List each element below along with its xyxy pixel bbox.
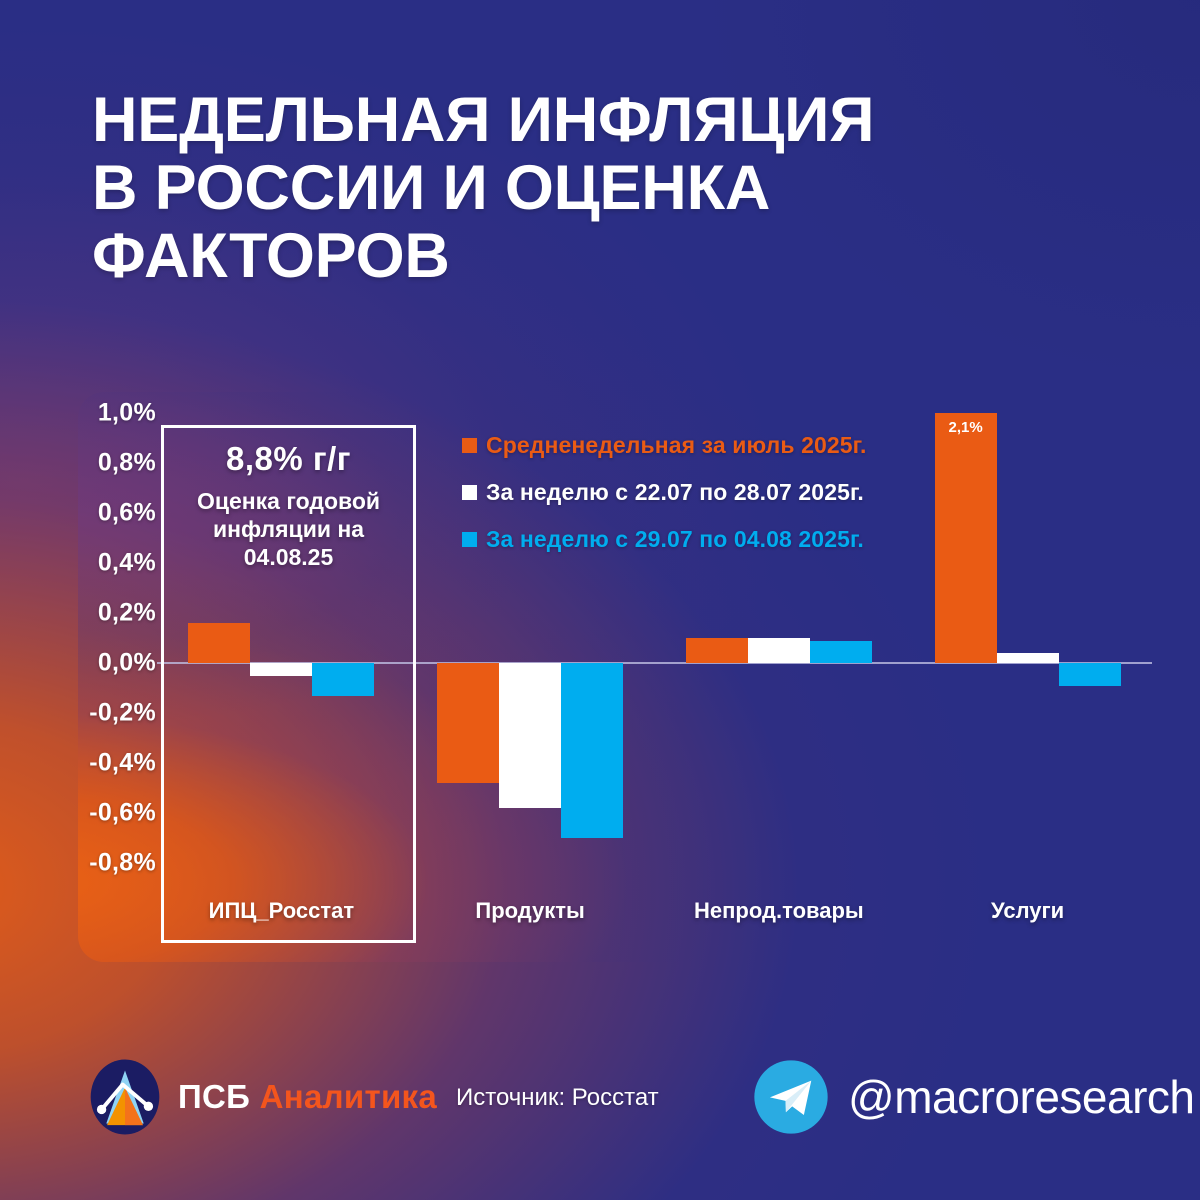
y-axis-tick: 0,0% (97, 648, 156, 677)
category-label: Услуги (991, 898, 1065, 923)
psb-logo-text-primary: ПСБ (178, 1078, 260, 1115)
chart-bar: 2,1% (934, 413, 997, 663)
annual-inflation-description: Оценка годовой инфляции на 04.08.25 (196, 488, 381, 571)
chart-bar (250, 663, 313, 676)
y-axis-tick: 1,0% (97, 398, 156, 427)
legend-item[interactable]: За неделю с 29.07 по 04.08 2025г. (462, 526, 867, 553)
chart-bar (561, 663, 624, 838)
y-axis-tick: 0,2% (97, 598, 156, 627)
telegram-handle: @macroresearch (848, 1071, 1195, 1123)
y-axis-tick: -0,4% (89, 748, 156, 777)
legend-item[interactable]: Средненедельная за июль 2025г. (462, 432, 867, 459)
y-axis-tick: -0,6% (89, 798, 156, 827)
chart-bar (1058, 663, 1121, 686)
plot-area: 2,1% (157, 413, 1152, 888)
y-axis-tick: 0,8% (97, 448, 156, 477)
y-axis: 1,0% 0,8% 0,6% 0,4% 0,2% 0,0% -0,2% -0,4% -0,6% -… (78, 392, 158, 932)
y-axis-tick: -0,2% (89, 698, 156, 727)
legend-swatch-icon (462, 438, 477, 453)
source-note: Источник: Росстат (456, 1084, 659, 1111)
category-label: Непрод.товары (694, 898, 864, 923)
chart-bar (499, 663, 562, 808)
legend-label: За неделю с 22.07 по 28.07 2025г. (486, 479, 864, 505)
telegram-icon (752, 1058, 830, 1136)
psb-logo: ПСБ Аналитика (86, 1058, 437, 1136)
y-axis-tick: 0,6% (97, 498, 156, 527)
telegram-contact[interactable]: @macroresearch (752, 1058, 1195, 1136)
bar-value-label: 2,1% (948, 419, 983, 436)
chart-bar (437, 663, 500, 783)
legend-item[interactable]: За неделю с 22.07 по 28.07 2025г. (462, 479, 867, 506)
psb-logo-text: ПСБ Аналитика (178, 1078, 437, 1116)
legend-swatch-icon (462, 532, 477, 547)
psb-logo-text-accent: Аналитика (259, 1078, 438, 1115)
chart-bar (996, 653, 1059, 663)
page-title: НЕДЕЛЬНАЯ ИНФЛЯЦИЯ В РОССИИ И ОЦЕНКА ФАК… (92, 85, 875, 292)
legend-swatch-icon (462, 485, 477, 500)
annual-inflation-value: 8,8% г/г (225, 440, 352, 477)
y-axis-tick: -0,8% (89, 848, 156, 877)
category-label: Продукты (475, 898, 585, 923)
legend-label: За неделю с 29.07 по 04.08 2025г. (486, 526, 864, 552)
y-axis-tick: 0,4% (97, 548, 156, 577)
chart-bar (188, 623, 251, 663)
chart-bar (312, 663, 375, 696)
chart-bar (747, 638, 810, 663)
chart-bar (685, 638, 748, 663)
chart-bar (809, 640, 872, 663)
psb-logo-icon (86, 1058, 164, 1136)
chart-legend: Средненедельная за июль 2025г. За неделю … (462, 432, 867, 573)
zero-gridline (157, 662, 1152, 664)
category-label: ИПЦ_Росстат (208, 898, 355, 923)
annual-inflation-callout: 8,8% г/г Оценка годовой инфляции на 04.0… (168, 440, 409, 571)
legend-label: Средненедельная за июль 2025г. (486, 432, 867, 458)
